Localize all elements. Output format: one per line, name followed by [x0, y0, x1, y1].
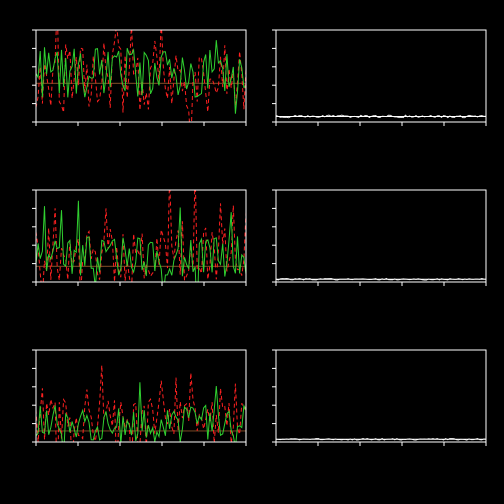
figure-svg [0, 0, 504, 504]
